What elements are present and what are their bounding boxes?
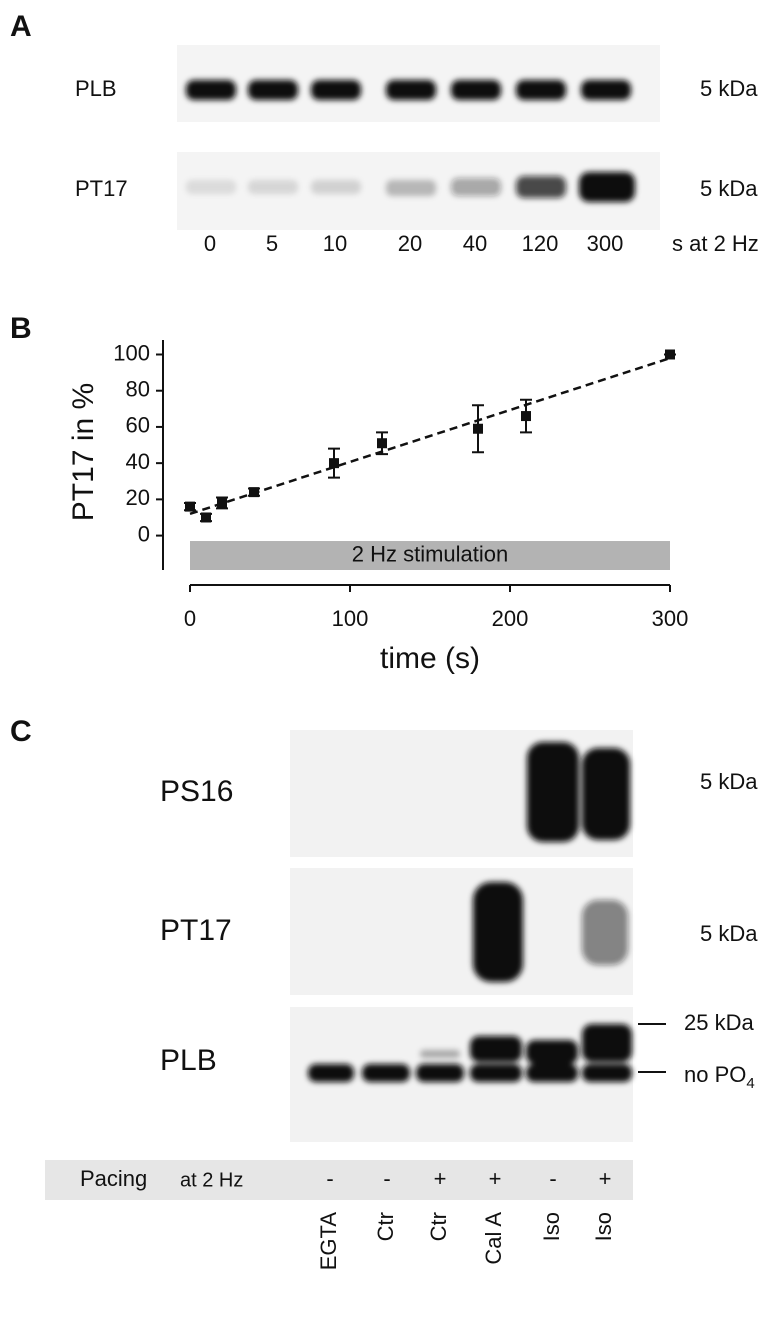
y-axis-label: PT17 in %: [67, 383, 100, 521]
text: no PO: [684, 1062, 746, 1087]
data-point: [217, 497, 227, 508]
row-label: PS16: [160, 775, 233, 808]
data-point: [201, 512, 211, 523]
kda-label: 5 kDa: [700, 76, 758, 101]
chart: 0 20 40 60 80 100 0 100 200 300 2 Hz stimulation: [113, 340, 688, 631]
lane-label: Iso: [539, 1212, 564, 1241]
pacing-sign: -: [549, 1166, 556, 1191]
band-label: 2 Hz stimulation: [352, 541, 509, 566]
panel-letter: B: [10, 312, 32, 345]
blot: [290, 730, 633, 857]
x-tick-label: 200: [492, 606, 529, 631]
panel-letter: C: [10, 715, 32, 748]
stimulation-band: [190, 541, 670, 570]
y-tick-label: 20: [126, 485, 150, 510]
data-point: [665, 349, 675, 360]
row-label: PT17: [75, 176, 128, 201]
data-point: [473, 423, 483, 434]
bands: [308, 742, 632, 1082]
bands: [186, 80, 635, 202]
row-label: PLB: [75, 76, 117, 101]
pacing-row: [45, 1160, 633, 1200]
y-tick-label: 0: [138, 521, 150, 546]
fit-line: [189, 356, 671, 516]
y-tick-label: 60: [126, 413, 150, 438]
blot: [290, 868, 633, 995]
no-po4-label: no PO4: [684, 1062, 755, 1092]
x-tick-label: 0: [184, 606, 196, 631]
row-label: PT17: [160, 914, 232, 947]
pacing-label: Pacing: [80, 1166, 147, 1191]
panel-letter: A: [10, 10, 32, 43]
data-point: [329, 458, 339, 469]
pacing-sign: -: [383, 1166, 390, 1191]
pacing-sign: +: [434, 1166, 447, 1191]
lane-label: 20: [398, 231, 422, 256]
lane-labels: - - + + - + EGTA Ctr Ctr Cal A Iso Iso: [316, 1166, 616, 1270]
kda-label: 5 kDa: [700, 769, 758, 794]
pacing-sign: -: [326, 1166, 333, 1191]
data-point: [521, 411, 531, 422]
data-point: [185, 501, 195, 512]
pacing-sign: +: [599, 1166, 612, 1191]
row-label: PLB: [160, 1044, 217, 1077]
lane-label: EGTA: [316, 1212, 341, 1271]
pacing-sign: +: [489, 1166, 502, 1191]
data-point: [249, 487, 259, 498]
pacing-sub: at 2 Hz: [180, 1169, 243, 1191]
lane-label: Ctr: [373, 1212, 398, 1241]
y-tick-label: 100: [113, 340, 150, 365]
lane-label: 300: [587, 231, 624, 256]
kda-label: 5 kDa: [700, 921, 758, 946]
lane-label: Cal A: [481, 1212, 506, 1265]
lane-label: 40: [463, 231, 487, 256]
y-tick-label: 40: [126, 449, 150, 474]
kda-label: 25 kDa: [684, 1010, 754, 1035]
subscript: 4: [746, 1075, 754, 1092]
y-tick-label: 80: [126, 377, 150, 402]
lane-labels: 0 5 10 20 40 120 300: [204, 231, 623, 256]
lane-label: 5: [266, 231, 278, 256]
lane-label: Iso: [591, 1212, 616, 1241]
lane-label: 10: [323, 231, 347, 256]
x-tick-label: 100: [332, 606, 369, 631]
x-tick-label: 300: [652, 606, 689, 631]
lane-label: 120: [522, 231, 559, 256]
lane-unit: s at 2 Hz: [672, 231, 759, 256]
lane-label: 0: [204, 231, 216, 256]
x-axis-label: time (s): [380, 642, 480, 675]
lane-label: Ctr: [426, 1212, 451, 1241]
kda-label: 5 kDa: [700, 176, 758, 201]
data-point: [377, 438, 387, 449]
